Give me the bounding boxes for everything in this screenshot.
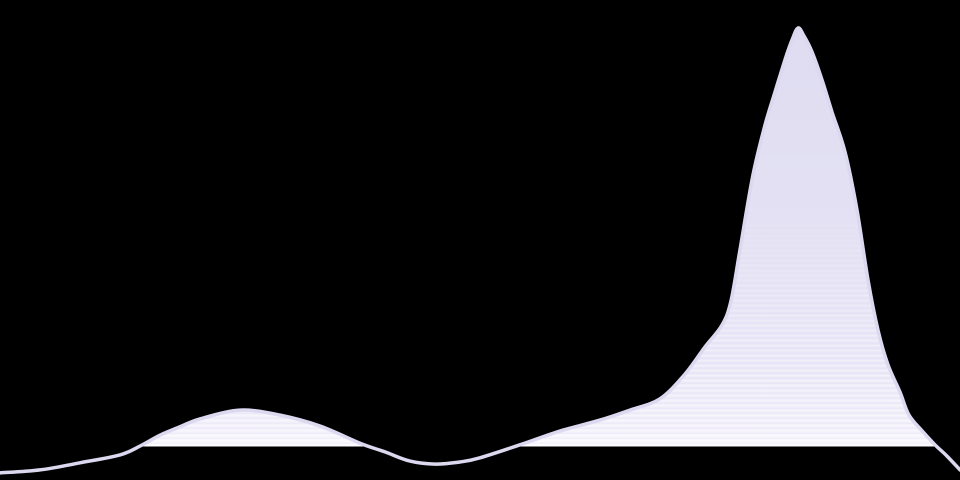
area-line (0, 26, 960, 475)
